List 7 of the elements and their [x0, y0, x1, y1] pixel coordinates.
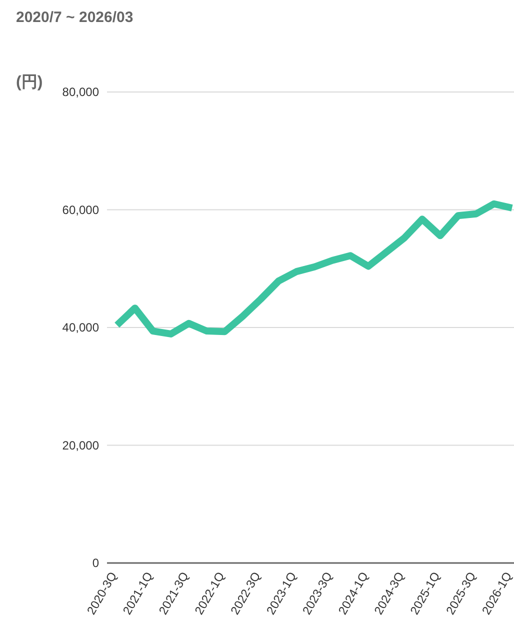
y-tick-label: 40,000 [62, 320, 100, 334]
y-axis-title: (円) [16, 74, 43, 91]
chart-title: 2020/7 ~ 2026/03 [16, 9, 134, 26]
y-tick-label: 80,000 [62, 85, 100, 99]
y-tick-label: 0 [92, 556, 100, 570]
y-tick-label: 60,000 [62, 202, 100, 217]
y-tick-label: 20,000 [62, 438, 100, 452]
